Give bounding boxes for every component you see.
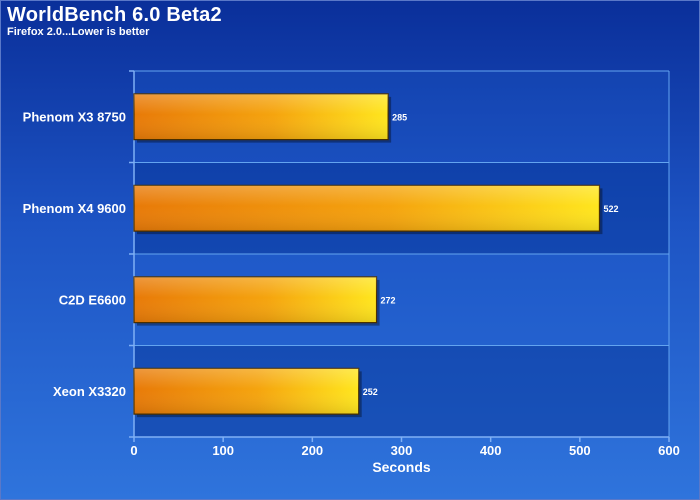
data-label: 285 [392, 112, 407, 122]
bar-highlight [134, 276, 377, 323]
bar-highlight [134, 185, 600, 232]
category-label: Phenom X4 9600 [23, 201, 126, 216]
x-tick-label: 400 [480, 443, 502, 458]
chart-title: WorldBench 6.0 Beta2 [7, 4, 222, 26]
category-label: Xeon X3320 [53, 384, 126, 399]
chart-subtitle: Firefox 2.0...Lower is better [7, 26, 150, 38]
x-tick-label: 0 [130, 443, 137, 458]
x-axis-title: Seconds [372, 459, 431, 475]
data-label: 522 [603, 204, 618, 214]
gridlines [134, 70, 669, 346]
data-label: 272 [381, 295, 396, 305]
x-tick-label: 600 [658, 443, 680, 458]
x-tick-label: 100 [212, 443, 234, 458]
bars [133, 93, 603, 418]
x-tick-label: 500 [569, 443, 591, 458]
bar-highlight [134, 368, 359, 415]
x-tick-label: 200 [301, 443, 323, 458]
category-label: C2D E6600 [59, 292, 126, 307]
x-tick-label: 300 [391, 443, 413, 458]
data-label: 252 [363, 387, 378, 397]
labels: 0 100 200 300 400 500 600 Phenom X3 8750 285 Phen… [23, 109, 680, 458]
bar-highlight [134, 93, 389, 140]
category-label: Phenom X3 8750 [23, 109, 126, 124]
